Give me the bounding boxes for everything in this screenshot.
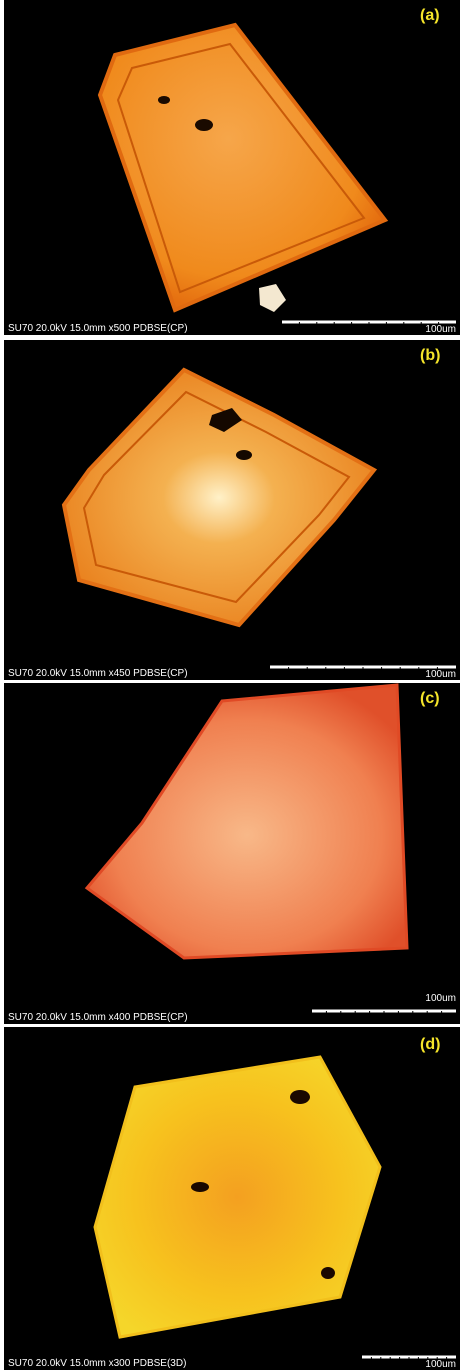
panel-c: (c) SU70 20.0kV 15.0mm x400 PDBSE(CP) 10… bbox=[4, 683, 460, 1024]
panel-label: (c) bbox=[420, 690, 440, 707]
panel-label: (d) bbox=[420, 1036, 440, 1053]
crystal bbox=[95, 1057, 380, 1337]
caption: SU70 20.0kV 15.0mm x450 PDBSE(CP) bbox=[8, 668, 188, 679]
caption: SU70 20.0kV 15.0mm x400 PDBSE(CP) bbox=[8, 1012, 188, 1023]
panel-a: (a) SU70 20.0kV 15.0mm x500 PDBSE(CP) 10… bbox=[4, 0, 460, 335]
scale-label: 100um bbox=[425, 1359, 456, 1370]
panel-label: (b) bbox=[420, 347, 440, 364]
pore bbox=[191, 1182, 209, 1192]
pore bbox=[321, 1267, 335, 1279]
scale-label: 100um bbox=[425, 669, 456, 680]
panel-b: (b) SU70 20.0kV 15.0mm x450 PDBSE(CP) 10… bbox=[4, 340, 460, 680]
panel-d: (d) SU70 20.0kV 15.0mm x300 PDBSE(3D) 10… bbox=[4, 1027, 460, 1370]
pore bbox=[290, 1090, 310, 1104]
pore bbox=[236, 450, 252, 460]
caption: SU70 20.0kV 15.0mm x500 PDBSE(CP) bbox=[8, 323, 188, 334]
pore bbox=[158, 96, 170, 104]
panel-label: (a) bbox=[420, 7, 440, 24]
scale-label: 100um bbox=[425, 993, 456, 1004]
figure: (a) SU70 20.0kV 15.0mm x500 PDBSE(CP) 10… bbox=[0, 0, 463, 1370]
scale-label: 100um bbox=[425, 324, 456, 335]
caption: SU70 20.0kV 15.0mm x300 PDBSE(3D) bbox=[8, 1358, 186, 1369]
pore bbox=[195, 119, 213, 131]
